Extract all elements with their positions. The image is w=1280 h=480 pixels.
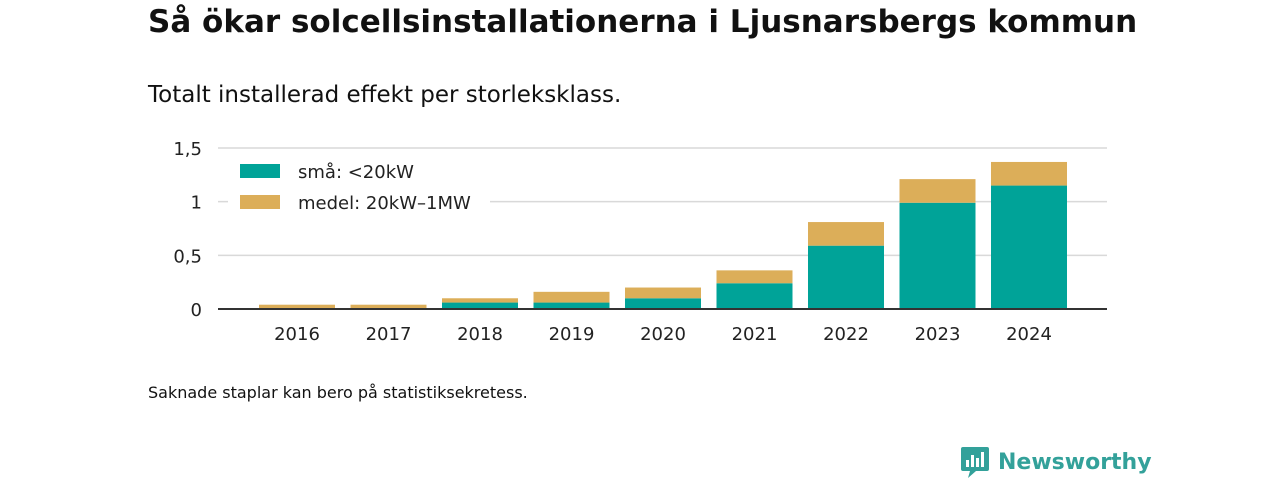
x-tick-label: 2019	[549, 324, 595, 345]
bar-medel-2018	[442, 298, 518, 303]
newsworthy-logo-icon	[961, 447, 989, 478]
chart-title: Så ökar solcellsinstallationerna i Ljusn…	[148, 4, 1138, 40]
bar-medel-2023	[899, 179, 976, 203]
x-tick-label: 2017	[366, 324, 412, 345]
x-tick-label: 2024	[1006, 324, 1052, 345]
bar-medel-2024	[991, 161, 1067, 186]
brand[interactable]: Newsworthy	[960, 444, 1152, 480]
bar-medel-2016	[259, 304, 335, 309]
bar-sma-2021	[716, 283, 793, 309]
bar-medel-2021	[716, 270, 793, 284]
x-tick-label: 2020	[640, 324, 686, 345]
bar-medel-2019	[533, 291, 610, 303]
bar-sma-2019	[533, 302, 610, 309]
brand-name: Newsworthy	[998, 449, 1152, 475]
bar-sma-2022	[808, 245, 884, 309]
legend-swatch	[240, 195, 280, 209]
bar-medel-2017	[350, 304, 427, 309]
axes: 0 0,5 1 1,5 2016 2017 2018 2019 2020 2021 2022 2023…	[173, 139, 1107, 345]
x-tick-label: 2016	[274, 324, 320, 345]
footnote: Saknade staplar kan bero på statistiksek…	[148, 383, 528, 402]
legend-swatch	[240, 164, 280, 178]
x-tick-label: 2021	[732, 324, 778, 345]
y-tick-label: 0,5	[173, 246, 202, 267]
bar-sma-2023	[899, 202, 976, 309]
bar-sma-2024	[991, 185, 1067, 309]
y-tick-label: 1	[191, 193, 202, 214]
legend-label: medel: 20kW–1MW	[298, 193, 471, 214]
bar-sma-2018	[442, 302, 518, 309]
bars	[259, 161, 1067, 309]
stacked-bar-chart: 0 0,5 1 1,5 2016 2017 2018 2019 2020 2021 2022 2023…	[173, 139, 1107, 345]
chart-subtitle: Totalt installerad effekt per storlekskl…	[148, 82, 622, 108]
x-tick-label: 2022	[823, 324, 869, 345]
x-tick-label: 2023	[915, 324, 961, 345]
bar-sma-2020	[625, 298, 701, 309]
y-tick-label: 0	[191, 300, 202, 321]
x-tick-label: 2018	[457, 324, 503, 345]
y-tick-label: 1,5	[173, 139, 202, 160]
legend: små: <20kW medel: 20kW–1MW	[228, 157, 490, 216]
legend-label: små: <20kW	[298, 162, 414, 183]
bar-medel-2022	[808, 222, 884, 246]
bar-medel-2020	[625, 287, 701, 299]
